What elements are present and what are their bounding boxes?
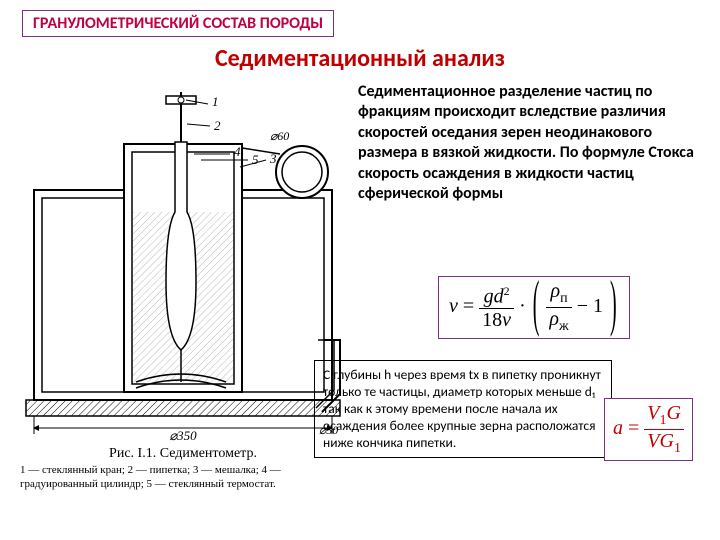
figure-legend: 1 — стеклянный кран; 2 — пипетка; 3 — ме…	[16, 464, 350, 492]
figlabel-1: 1	[212, 94, 219, 109]
f1-lhs: ν	[449, 295, 458, 317]
f1-frac2: ρп ρж	[546, 281, 571, 334]
dim-d350: ⌀350	[169, 428, 197, 442]
f2-lhs: a	[613, 417, 623, 439]
paragraph-main: Седиментационное разделение частиц по фр…	[358, 82, 712, 205]
figlabel-5: 5	[252, 152, 259, 167]
f2-frac: V1G VG1	[644, 403, 684, 456]
dim-d60: ⌀60	[270, 129, 289, 143]
header-box: ГРАНУЛОМЕТРИЧЕСКИЙ СОСТАВ ПОРОДЫ	[22, 10, 334, 37]
figure-caption: Рис. I.1. Седиментометр.	[16, 446, 350, 462]
sedimentometer-diagram: ⌀350 ⌀60 ⌀50 1 2 3 4 5	[16, 82, 350, 442]
paragraph-secondary: С глубины h через время tx в пипетку про…	[314, 360, 612, 458]
figlabel-4: 4	[234, 144, 241, 159]
header-label: ГРАНУЛОМЕТРИЧЕСКИЙ СОСТАВ ПОРОДЫ	[33, 14, 323, 33]
formula-a: a = V1G VG1	[604, 398, 693, 461]
formula-stokes: ν = gd2 18ν · ( ρп ρж − 1 )	[438, 276, 630, 339]
f1-frac1: gd2 18ν	[479, 285, 514, 330]
slide: ГРАНУЛОМЕТРИЧЕСКИЙ СОСТАВ ПОРОДЫ Седимен…	[0, 0, 720, 540]
figlabel-3: 3	[269, 151, 277, 166]
title: Седиментационный анализ	[0, 44, 720, 73]
figure-sedimentometer: ⌀350 ⌀60 ⌀50 1 2 3 4 5 Рис. I.1. Седимен…	[16, 82, 350, 492]
figlabel-2: 2	[214, 118, 221, 133]
